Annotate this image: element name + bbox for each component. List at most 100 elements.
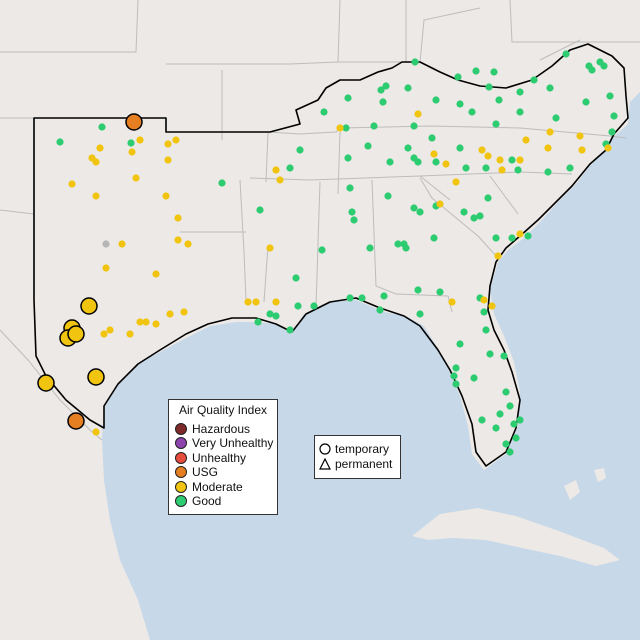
monitor-good[interactable] bbox=[454, 73, 462, 81]
monitor-good[interactable] bbox=[286, 164, 294, 172]
monitor-good[interactable] bbox=[416, 208, 424, 216]
monitor-good[interactable] bbox=[468, 108, 476, 116]
monitor-moderate[interactable] bbox=[174, 236, 182, 244]
monitor-good[interactable] bbox=[470, 374, 478, 382]
monitor-good[interactable] bbox=[508, 234, 516, 242]
monitor-moderate[interactable] bbox=[252, 298, 260, 306]
monitor-good[interactable] bbox=[376, 306, 384, 314]
monitor-good[interactable] bbox=[472, 67, 480, 75]
monitor-moderate[interactable] bbox=[126, 330, 134, 338]
monitor-good[interactable] bbox=[470, 214, 478, 222]
monitor-moderate[interactable] bbox=[172, 136, 180, 144]
monitor-good[interactable] bbox=[386, 158, 394, 166]
monitor-good[interactable] bbox=[411, 58, 419, 66]
monitor-moderate[interactable] bbox=[448, 298, 456, 306]
monitor-good[interactable] bbox=[380, 292, 388, 300]
monitor-good[interactable] bbox=[382, 82, 390, 90]
monitor-good[interactable] bbox=[502, 388, 510, 396]
monitor-moderate[interactable] bbox=[106, 326, 114, 334]
monitor-moderate[interactable] bbox=[174, 214, 182, 222]
monitor-moderate[interactable] bbox=[132, 174, 140, 182]
monitor-large-moderate[interactable] bbox=[80, 297, 98, 315]
monitor-good[interactable] bbox=[452, 364, 460, 372]
monitor-good[interactable] bbox=[486, 350, 494, 358]
monitor-good[interactable] bbox=[402, 244, 410, 252]
monitor-good[interactable] bbox=[320, 108, 328, 116]
monitor-moderate[interactable] bbox=[180, 308, 188, 316]
monitor-good[interactable] bbox=[610, 112, 618, 120]
monitor-large-usg[interactable] bbox=[67, 412, 85, 430]
monitor-moderate[interactable] bbox=[576, 132, 584, 140]
monitor-good[interactable] bbox=[346, 294, 354, 302]
monitor-good[interactable] bbox=[410, 204, 418, 212]
monitor-good[interactable] bbox=[379, 98, 387, 106]
monitor-good[interactable] bbox=[350, 216, 358, 224]
monitor-good[interactable] bbox=[286, 326, 294, 334]
monitor-good[interactable] bbox=[432, 96, 440, 104]
monitor-good[interactable] bbox=[476, 212, 484, 220]
monitor-good[interactable] bbox=[404, 144, 412, 152]
monitor-good[interactable] bbox=[296, 146, 304, 154]
monitor-moderate[interactable] bbox=[152, 270, 160, 278]
monitor-good[interactable] bbox=[582, 98, 590, 106]
monitor-good[interactable] bbox=[272, 312, 280, 320]
monitor-good[interactable] bbox=[516, 88, 524, 96]
monitor-moderate[interactable] bbox=[118, 240, 126, 248]
monitor-moderate[interactable] bbox=[436, 200, 444, 208]
monitor-good[interactable] bbox=[344, 94, 352, 102]
monitor-good[interactable] bbox=[414, 286, 422, 294]
monitor-moderate[interactable] bbox=[142, 318, 150, 326]
monitor-good[interactable] bbox=[508, 156, 516, 164]
monitor-good[interactable] bbox=[482, 164, 490, 172]
monitor-moderate[interactable] bbox=[544, 144, 552, 152]
monitor-good[interactable] bbox=[456, 340, 464, 348]
monitor-large-moderate[interactable] bbox=[67, 325, 85, 343]
monitor-good[interactable] bbox=[384, 192, 392, 200]
monitor-good[interactable] bbox=[410, 122, 418, 130]
monitor-moderate[interactable] bbox=[494, 252, 502, 260]
monitor-good[interactable] bbox=[342, 124, 350, 132]
monitor-good[interactable] bbox=[358, 294, 366, 302]
monitor-moderate[interactable] bbox=[276, 176, 284, 184]
monitor-good[interactable] bbox=[546, 84, 554, 92]
monitor-moderate[interactable] bbox=[430, 150, 438, 158]
monitor-good[interactable] bbox=[506, 402, 514, 410]
monitor-good[interactable] bbox=[318, 246, 326, 254]
monitor-moderate[interactable] bbox=[604, 144, 612, 152]
monitor-good[interactable] bbox=[98, 123, 106, 131]
monitor-good[interactable] bbox=[254, 318, 262, 326]
monitor-moderate[interactable] bbox=[522, 136, 530, 144]
monitor-good[interactable] bbox=[430, 234, 438, 242]
monitor-good[interactable] bbox=[127, 139, 135, 147]
monitor-moderate[interactable] bbox=[164, 156, 172, 164]
monitor-good[interactable] bbox=[450, 372, 458, 380]
monitor-moderate[interactable] bbox=[92, 428, 100, 436]
monitor-good[interactable] bbox=[516, 108, 524, 116]
monitor-large-usg[interactable] bbox=[125, 113, 143, 131]
monitor-large-moderate[interactable] bbox=[87, 368, 105, 386]
monitor-moderate[interactable] bbox=[336, 124, 344, 132]
monitor-moderate[interactable] bbox=[272, 166, 280, 174]
monitor-moderate[interactable] bbox=[164, 140, 172, 148]
monitor-good[interactable] bbox=[348, 208, 356, 216]
monitor-good[interactable] bbox=[600, 62, 608, 70]
monitor-good[interactable] bbox=[562, 50, 570, 58]
monitor-moderate[interactable] bbox=[136, 318, 144, 326]
monitor-moderate[interactable] bbox=[184, 240, 192, 248]
monitor-good[interactable] bbox=[492, 234, 500, 242]
monitor-good[interactable] bbox=[436, 288, 444, 296]
monitor-good[interactable] bbox=[516, 416, 524, 424]
monitor-good[interactable] bbox=[492, 424, 500, 432]
monitor-good[interactable] bbox=[428, 134, 436, 142]
monitor-moderate[interactable] bbox=[498, 166, 506, 174]
monitor-good[interactable] bbox=[266, 310, 274, 318]
monitor-moderate[interactable] bbox=[102, 264, 110, 272]
monitor-moderate[interactable] bbox=[442, 160, 450, 168]
monitor-moderate[interactable] bbox=[266, 244, 274, 252]
monitor-good[interactable] bbox=[456, 144, 464, 152]
monitor-good[interactable] bbox=[510, 420, 518, 428]
monitor-moderate[interactable] bbox=[128, 148, 136, 156]
monitor-good[interactable] bbox=[366, 244, 374, 252]
monitor-good[interactable] bbox=[485, 83, 493, 91]
